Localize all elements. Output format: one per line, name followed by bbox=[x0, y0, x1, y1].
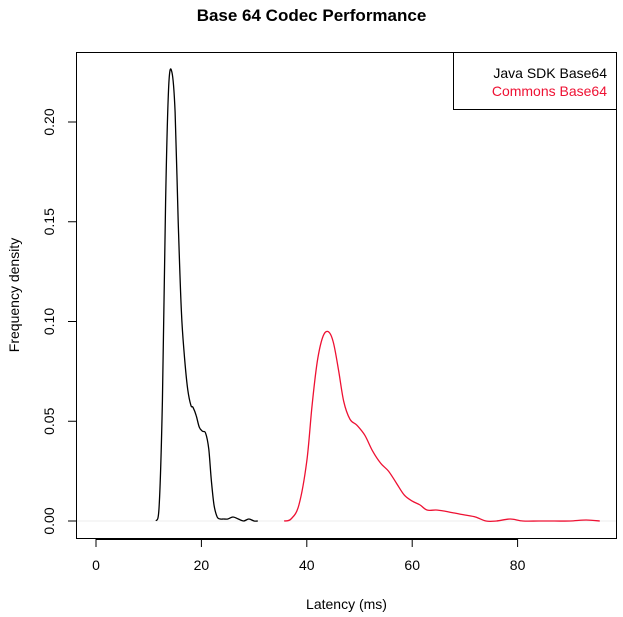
svg-text:0.05: 0.05 bbox=[41, 407, 57, 434]
x-tick: 40 bbox=[299, 539, 315, 573]
svg-text:0.10: 0.10 bbox=[41, 308, 57, 335]
y-axis: 0.00 0.05 0.10 0.15 0.20 bbox=[41, 108, 77, 535]
plot-border bbox=[76, 52, 617, 539]
x-tick: 60 bbox=[404, 539, 420, 573]
svg-text:40: 40 bbox=[299, 557, 315, 573]
series-java-sdk-line bbox=[155, 68, 258, 522]
legend: Java SDK Base64 Commons Base64 bbox=[453, 52, 617, 110]
svg-text:80: 80 bbox=[510, 557, 526, 573]
y-tick: 0.05 bbox=[41, 407, 76, 435]
plot-frame bbox=[76, 52, 617, 539]
svg-text:60: 60 bbox=[404, 557, 420, 573]
svg-text:0.15: 0.15 bbox=[41, 208, 57, 235]
svg-text:0: 0 bbox=[92, 557, 100, 573]
legend-item-commons: Commons Base64 bbox=[491, 83, 607, 99]
x-axis-label: Latency (ms) bbox=[306, 596, 387, 612]
x-tick: 20 bbox=[194, 539, 210, 573]
x-axis: 0 20 40 60 80 bbox=[92, 539, 526, 573]
y-tick: 0.20 bbox=[41, 108, 76, 136]
legend-item-java-sdk: Java SDK Base64 bbox=[493, 65, 607, 81]
y-axis-label: Frequency density bbox=[6, 237, 22, 353]
x-tick: 0 bbox=[92, 539, 100, 573]
svg-text:20: 20 bbox=[194, 557, 210, 573]
svg-text:0.20: 0.20 bbox=[41, 108, 57, 135]
x-tick: 80 bbox=[510, 539, 526, 573]
y-tick: 0.10 bbox=[41, 308, 76, 335]
y-tick: 0.00 bbox=[41, 507, 76, 535]
svg-text:0.00: 0.00 bbox=[41, 507, 57, 534]
series-layer bbox=[155, 68, 600, 523]
series-commons-line bbox=[283, 330, 600, 523]
chart-title: Base 64 Codec Performance bbox=[196, 6, 427, 25]
y-tick: 0.15 bbox=[41, 208, 76, 235]
